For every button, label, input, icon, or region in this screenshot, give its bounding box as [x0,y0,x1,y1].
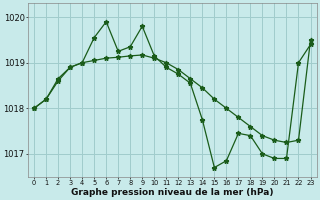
X-axis label: Graphe pression niveau de la mer (hPa): Graphe pression niveau de la mer (hPa) [71,188,274,197]
